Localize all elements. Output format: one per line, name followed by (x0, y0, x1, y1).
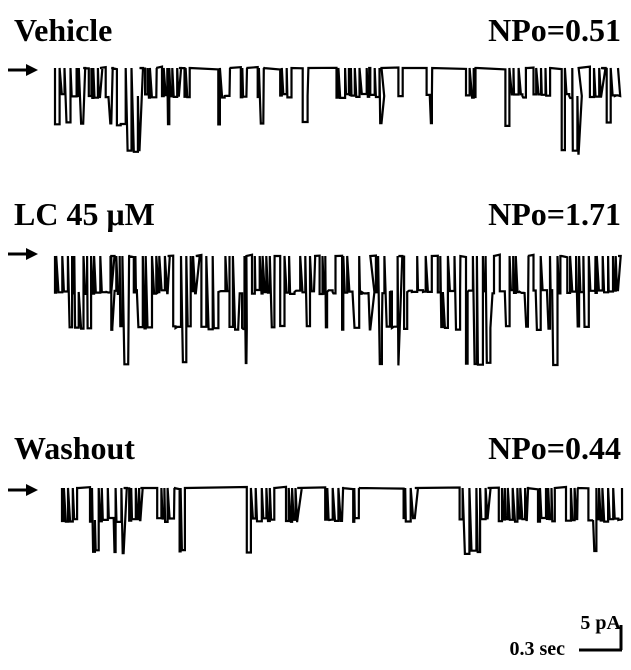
trace-line (60, 485, 624, 555)
panel-washout: Washout NPo=0.44 (0, 420, 631, 620)
panel-lc: LC 45 μM NPo=1.71 (0, 190, 631, 390)
current-trace (53, 65, 622, 155)
current-trace (53, 253, 622, 367)
panel-vehicle: Vehicle NPo=0.51 (0, 0, 631, 200)
trace-line (53, 253, 622, 367)
npo-value: NPo=0.51 (488, 12, 621, 48)
trace-line (53, 65, 622, 155)
scale-bar-lines (579, 625, 623, 652)
current-trace (60, 485, 624, 555)
condition-label: LC 45 μM (14, 196, 155, 232)
condition-label: Washout (14, 430, 135, 466)
condition-label: Vehicle (14, 12, 113, 48)
scale-bar-current-label: 5 pA (580, 612, 621, 634)
scale-bar-time-label: 0.3 sec (509, 638, 565, 660)
npo-value: NPo=1.71 (488, 196, 621, 232)
npo-value: NPo=0.44 (488, 430, 621, 466)
closed-level-arrow-icon (8, 248, 38, 260)
scale-bar: 5 pA 0.3 sec (471, 590, 631, 670)
closed-level-arrow-icon (8, 64, 38, 76)
closed-level-arrow-icon (8, 484, 38, 496)
